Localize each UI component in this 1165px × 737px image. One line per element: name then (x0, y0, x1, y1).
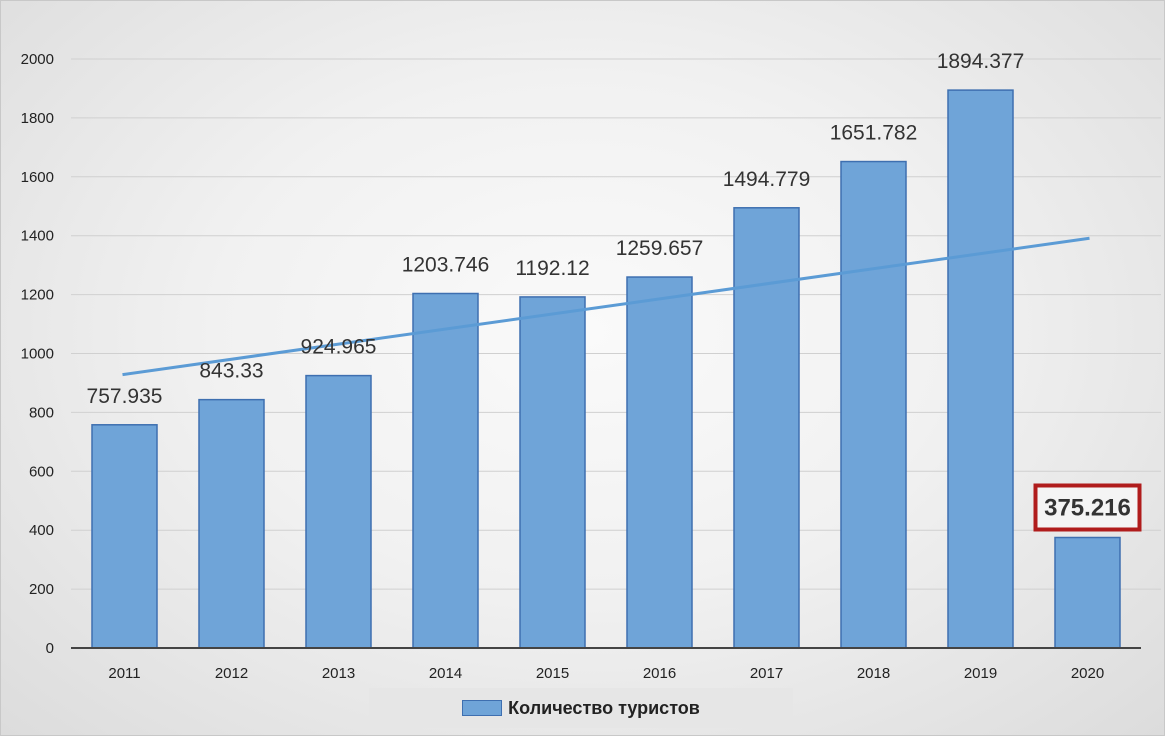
legend-swatch (462, 700, 503, 716)
y-tick-label: 1800 (21, 110, 54, 127)
y-tick-label: 1400 (21, 228, 54, 245)
bar-2012 (198, 398, 265, 649)
data-label-2016: 1259.657 (616, 237, 704, 260)
x-tick-label: 2019 (964, 665, 997, 682)
bar-2018 (840, 160, 907, 649)
data-label-2019: 1894.377 (937, 50, 1025, 73)
y-tick-label: 600 (29, 463, 54, 480)
x-axis-ticks: 2011 2012 2013 2014 2015 2016 2017 2018 2019 2020 (108, 665, 1104, 682)
bar-2019 (947, 89, 1014, 649)
y-tick-label: 2000 (21, 51, 54, 68)
bar-2013 (305, 374, 372, 649)
y-tick-label: 1600 (21, 169, 54, 186)
trendline-group (122, 236, 1090, 377)
highlight-box (1033, 483, 1142, 532)
data-label-2017: 1494.779 (723, 168, 811, 191)
bar-2017 (733, 207, 800, 649)
y-tick-label: 1000 (21, 346, 54, 363)
legend: Количество туристов (369, 688, 793, 728)
data-label-2012: 843.33 (199, 360, 263, 383)
x-tick-label: 2013 (322, 665, 355, 682)
x-tick-label: 2016 (643, 665, 676, 682)
bar-2015 (519, 296, 586, 649)
legend-label: Количество туристов (508, 697, 700, 718)
y-tick-label: 1200 (21, 287, 54, 304)
x-tick-label: 2015 (536, 665, 569, 682)
data-label-2014: 1203.746 (402, 253, 490, 276)
y-tick-label: 400 (29, 522, 54, 539)
data-label-2015: 1192.12 (515, 257, 589, 280)
trendline (122, 236, 1090, 377)
x-tick-label: 2017 (750, 665, 783, 682)
y-tick-label: 200 (29, 581, 54, 598)
y-axis-ticks: 0 200 400 600 800 1000 1200 1400 1600 1800 2000 (21, 51, 54, 657)
data-labels: 757.935 843.33 924.965 1203.746 1192.12 1259.… (87, 50, 1142, 532)
x-tick-label: 2018 (857, 665, 890, 682)
data-label-2011: 757.935 (87, 385, 163, 408)
data-label-2013: 924.965 (301, 336, 377, 359)
bar-2020 (1054, 536, 1121, 649)
bar-2014 (412, 292, 479, 649)
x-tick-label: 2014 (429, 665, 462, 682)
x-tick-label: 2011 (108, 665, 140, 682)
x-tick-label: 2020 (1071, 665, 1104, 682)
x-tick-label: 2012 (215, 665, 248, 682)
y-tick-label: 800 (29, 404, 54, 421)
data-label-2020: 375.216 (1044, 494, 1131, 521)
y-tick-label: 0 (46, 640, 54, 657)
bar-2016 (626, 276, 693, 649)
data-label-2018: 1651.782 (830, 122, 918, 145)
bar-2011 (91, 424, 158, 649)
